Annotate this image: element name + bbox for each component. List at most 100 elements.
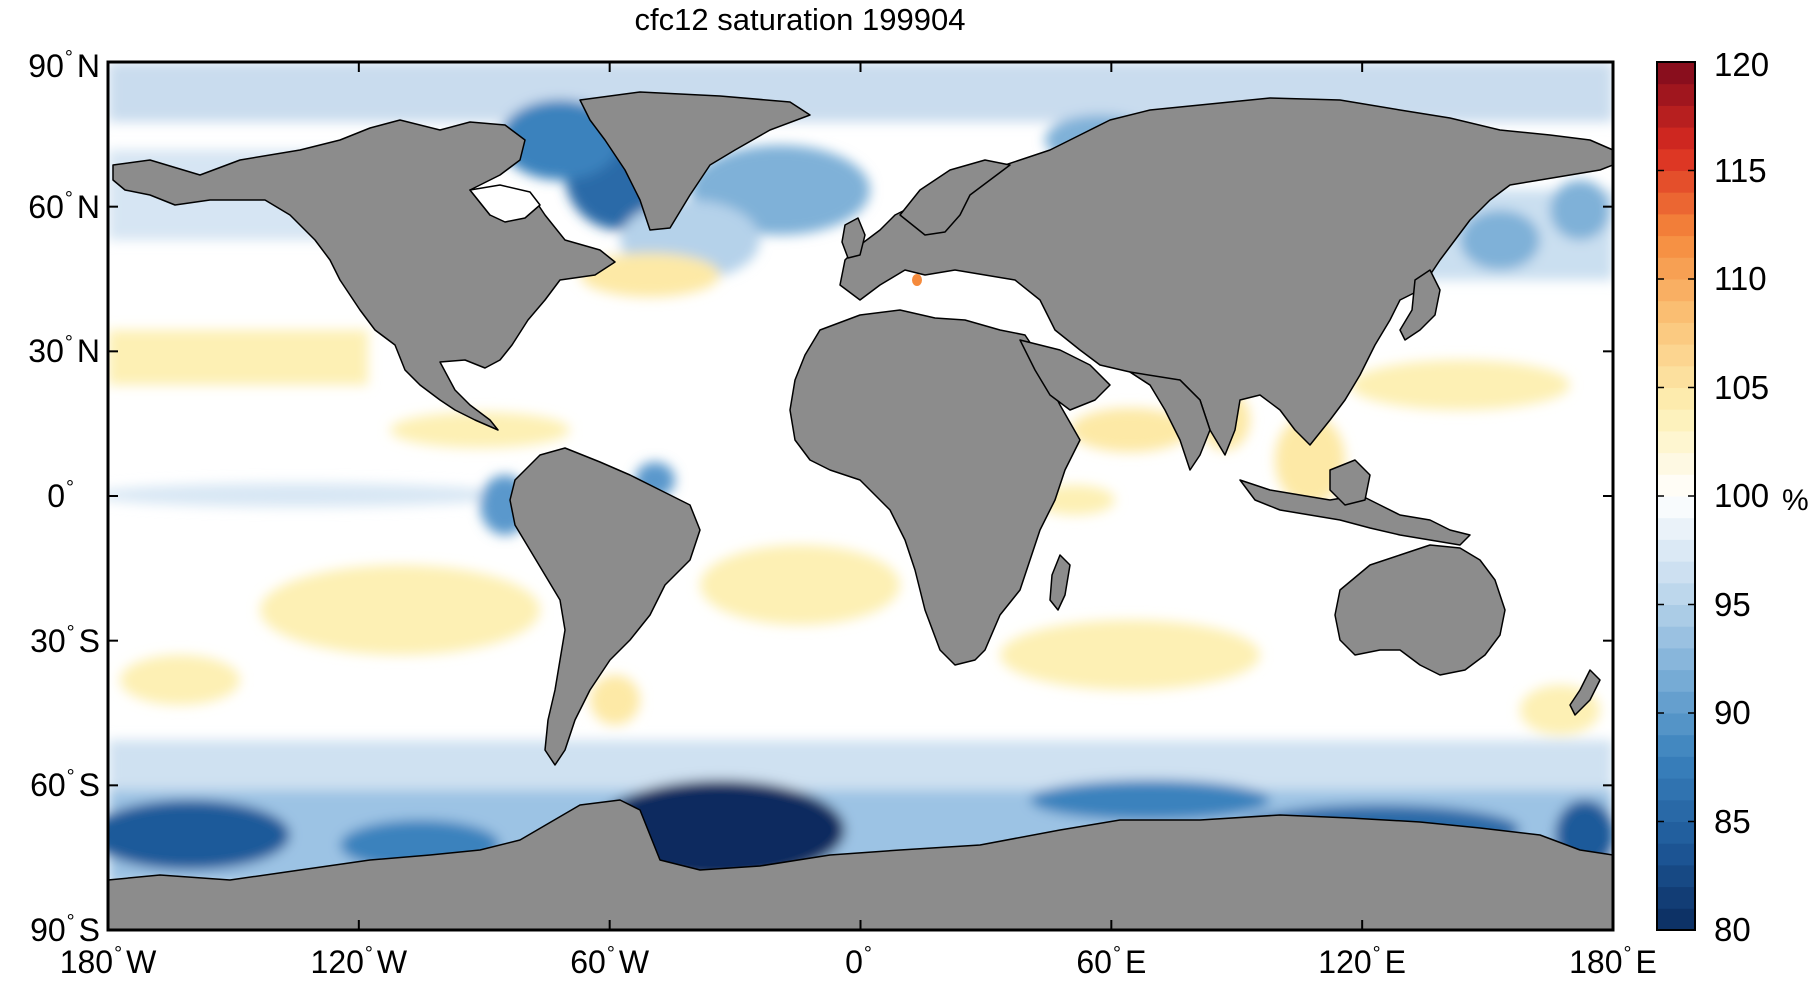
argentine-high <box>590 675 640 725</box>
chart-title: cfc12 saturation 199904 <box>634 2 966 37</box>
latitude-label-hemisphere: S <box>78 622 100 659</box>
latitude-label-hemisphere: N <box>76 188 100 225</box>
antarctica <box>108 799 1613 930</box>
land <box>108 91 1613 930</box>
latitude-label: 90° S <box>0 911 100 948</box>
colorbar-block <box>1657 62 1695 85</box>
longitude-label: 60° E <box>1031 944 1191 980</box>
africa-eurasia <box>789 309 1081 666</box>
longitude-label: 120° E <box>1282 943 1442 980</box>
degree-symbol: ° <box>66 911 75 933</box>
degree-symbol: ° <box>606 943 615 965</box>
latitude-label-hemisphere: N <box>76 48 100 84</box>
longitude-label: 180° W <box>28 943 188 980</box>
latitude-label-hemisphere: N <box>76 333 100 370</box>
longitude-label-hemisphere: W <box>126 944 157 980</box>
indian-sector-low <box>1030 780 1270 820</box>
longitude-label-value: 180 <box>1569 944 1623 980</box>
arabia <box>1019 339 1111 411</box>
colorbar-label: 115 <box>1714 151 1767 189</box>
colorbar-block <box>1657 344 1695 367</box>
south-atlantic-high <box>700 545 900 625</box>
latitude-label-value: 30 <box>30 622 66 659</box>
longitude-label-hemisphere: E <box>1635 944 1657 980</box>
ross-sea-low <box>108 800 290 870</box>
tropical-pacific-high <box>390 412 570 448</box>
longitude-label-value: 0 <box>845 944 863 980</box>
latitude-label: 30° S <box>0 622 100 659</box>
degree-symbol: ° <box>1372 943 1381 965</box>
colorbar-block <box>1657 365 1695 388</box>
west-pacific-high <box>1350 360 1570 410</box>
degree-symbol: ° <box>863 943 872 965</box>
longitude-label: 120° W <box>279 943 439 980</box>
longitude-label-value: 180 <box>59 944 114 980</box>
okhotsk-low <box>1460 210 1540 270</box>
latitude-label: 0° <box>0 478 78 514</box>
colorbar-block <box>1657 864 1695 888</box>
latitude-label-hemisphere: S <box>78 912 100 948</box>
colorbar-label: 105 <box>1714 368 1770 406</box>
degree-symbol: ° <box>114 943 123 965</box>
degree-symbol: ° <box>64 47 73 69</box>
longitude-label-hemisphere: W <box>376 944 408 980</box>
colorbar-block <box>1657 213 1695 237</box>
borneo <box>1329 459 1371 506</box>
colorbar-block <box>1657 756 1695 779</box>
new-zealand <box>1569 669 1601 716</box>
colorbar-label: 90 <box>1714 694 1751 731</box>
colorbar-block <box>1657 778 1695 801</box>
indian-ocean-high <box>1000 620 1260 690</box>
longitude-label: 60° W <box>530 943 690 978</box>
south-pacific-high <box>260 565 540 655</box>
japan <box>1399 269 1441 341</box>
eurasia <box>839 97 1613 456</box>
north-america <box>112 119 616 431</box>
india <box>1129 371 1211 471</box>
madagascar <box>1049 554 1071 611</box>
colorbar-block <box>1657 127 1695 150</box>
equatorial-pacific-low <box>108 483 510 507</box>
colorbar-block <box>1657 691 1695 714</box>
colorbar-label: 95 <box>1714 585 1751 623</box>
south-china-sea-high <box>1275 415 1345 505</box>
latitude-label-hemisphere: S <box>78 767 100 804</box>
colorbar-label: 80 <box>1714 911 1751 948</box>
map-axis-ticks <box>107 61 1614 931</box>
colorbar-ticks <box>1657 61 1695 931</box>
latitude-label-value: 0 <box>47 478 65 514</box>
latitude-label-value: 60 <box>28 188 64 225</box>
longitude-label: 180° E <box>1533 943 1693 980</box>
south-america <box>509 447 701 766</box>
colorbar-block <box>1657 430 1695 454</box>
south-pacific-east-high <box>120 655 240 705</box>
arabian-sea-high <box>1070 408 1190 452</box>
colorbar-block <box>1657 647 1695 671</box>
colorbar-block <box>1657 192 1695 215</box>
australia <box>1334 544 1506 676</box>
latitude-label-value: 60 <box>30 767 66 804</box>
colorbar-block <box>1657 105 1695 128</box>
degree-symbol: ° <box>1623 943 1632 965</box>
colorbar-block <box>1657 626 1695 649</box>
colorbar <box>1656 61 1696 931</box>
longitude-label-value: 60 <box>1076 944 1112 980</box>
longitude-label: 0° <box>781 943 941 980</box>
adriatic-hotspot <box>912 274 922 286</box>
colorbar-block <box>1657 517 1695 540</box>
colorbar-blocks <box>1657 62 1695 931</box>
colorbar-block <box>1657 170 1695 193</box>
north-atlantic-gulfstream-high <box>580 253 720 297</box>
colorbar-block <box>1657 886 1695 909</box>
scandinavia <box>899 159 1011 236</box>
latitude-label: 60° N <box>0 187 100 225</box>
colorbar-block <box>1657 496 1695 519</box>
longitude-label-value: 120 <box>1318 944 1372 980</box>
degree-symbol: ° <box>364 943 373 965</box>
colorbar-block <box>1657 908 1695 931</box>
degree-symbol: ° <box>64 187 73 210</box>
colorbar-label: 100 <box>1714 477 1770 514</box>
colorbar-block <box>1657 300 1695 323</box>
colorbar-block <box>1657 387 1695 410</box>
